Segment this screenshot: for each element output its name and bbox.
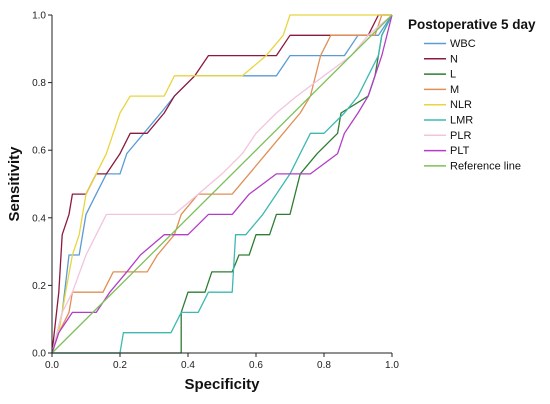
y-tick-label: 0.4 [32,213,46,224]
legend-label-nlr: NLR [450,99,472,111]
x-ticks: 0.0 0.2 0.4 0.6 0.8 1.0 [45,353,399,371]
series-line-wbc [51,14,393,354]
series-line-plr [51,14,393,354]
series-line-reference-line [51,14,393,354]
legend-label-plt: PLT [450,145,470,157]
x-tick-label: 1.0 [385,360,399,371]
series-line-lmr [52,14,393,354]
y-tick-label: 1.0 [32,11,46,22]
x-tick-label: 0.4 [181,360,195,371]
legend-label-lmr: LMR [450,115,473,127]
legend-label-n: N [450,53,458,65]
legend-items: WBC NLM NLR LMR PLR PLT Reference line [424,38,521,172]
y-tick-label: 0.8 [32,78,46,89]
series-line-l [52,14,393,354]
axes [51,15,392,354]
x-tick-label: 0.2 [113,360,127,371]
x-axis-title: Specificity [184,376,260,393]
y-tick-label: 0.6 [32,146,46,157]
legend-label-plr: PLR [450,130,471,142]
legend-title: Postoperative 5 day [408,17,536,32]
x-tick-label: 0.8 [317,360,331,371]
series-line-n [51,14,392,354]
y-tick-label: 0.0 [32,349,46,360]
legend-label-reference-line: Reference line [450,160,521,172]
legend-label-m: M [450,84,459,96]
y-axis-title: Sensitivity [6,146,23,222]
series-line-m [51,14,392,354]
x-tick-label: 0.6 [249,360,263,371]
x-tick-label: 0.0 [45,360,59,371]
series-line-nlr [51,14,392,354]
y-ticks: 0.0 0.2 0.4 0.6 0.8 1.0 [32,11,52,360]
plot-lines [51,14,393,354]
legend: Postoperative 5 day WBC NLM NLR LMR PLR PLT Re… [408,17,536,172]
legend-label-wbc: WBC [450,38,476,50]
legend-label-l: L [450,69,456,81]
series-line-plt [51,14,393,354]
y-tick-label: 0.2 [32,281,46,292]
